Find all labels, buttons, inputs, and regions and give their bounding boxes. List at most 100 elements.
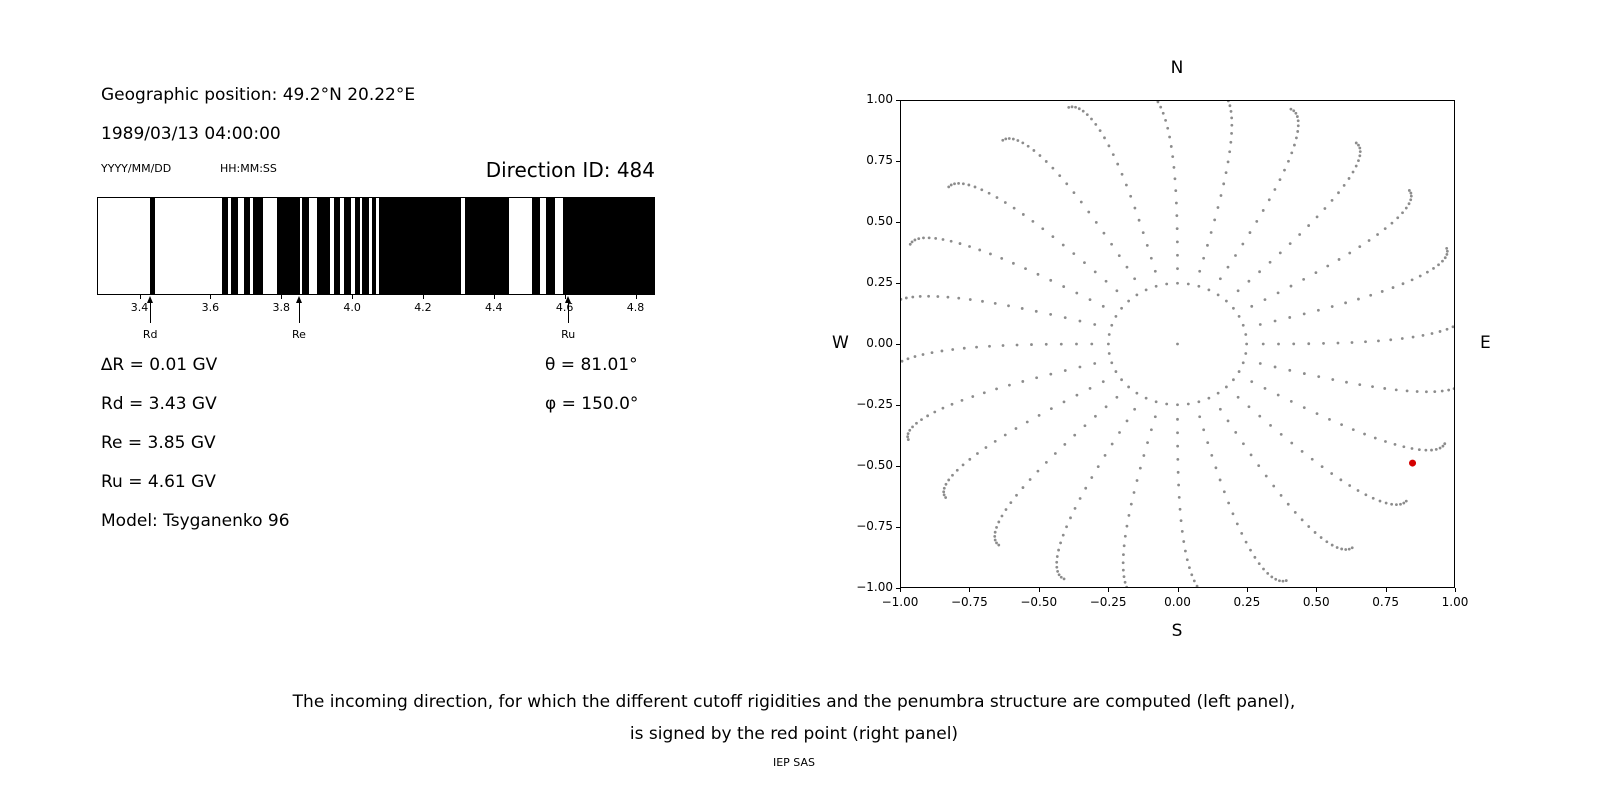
direction-grid-dot <box>1207 288 1211 292</box>
direction-grid-dot <box>1245 342 1249 346</box>
direction-grid-dot <box>1133 277 1137 281</box>
direction-grid-dot <box>1295 136 1298 140</box>
direction-grid-dot <box>997 520 1001 524</box>
direction-grid-dot <box>1222 490 1226 494</box>
direction-grid-dot <box>1185 558 1189 562</box>
direction-grid-dot <box>951 473 954 477</box>
dirplot-xtick-label: 0.75 <box>1372 595 1399 609</box>
direction-grid-dot <box>1197 284 1201 288</box>
direction-grid-dot <box>1074 105 1077 109</box>
direction-grid-dot <box>1287 159 1290 163</box>
direction-grid-dot <box>957 181 960 185</box>
penumbra-tick <box>635 295 637 299</box>
direction-grid-dot <box>1125 419 1129 423</box>
direction-grid-dot <box>1065 182 1069 186</box>
cutoff-marker-label: Rd <box>142 328 158 341</box>
direction-grid-dot <box>1175 240 1179 244</box>
direction-grid-dot <box>1273 188 1277 191</box>
direction-grid-dot <box>1241 361 1245 365</box>
direction-grid-dot <box>1214 466 1218 470</box>
direction-grid-dot <box>1049 407 1053 411</box>
dirplot-ytick-label: −0.25 <box>856 397 893 411</box>
direction-grid-dot <box>913 238 917 242</box>
compass-south-label: S <box>1171 621 1183 641</box>
direction-grid-dot <box>920 418 923 421</box>
direction-grid-dot <box>1121 568 1125 572</box>
direction-grid-dot <box>1176 267 1179 271</box>
direction-grid-dot <box>1229 140 1233 144</box>
direction-grid-dot <box>1078 319 1082 323</box>
direction-grid-dot <box>1210 453 1214 457</box>
direction-grid-dot <box>1383 387 1387 390</box>
direction-grid-dot <box>911 295 915 299</box>
direction-grid-dot <box>1300 518 1304 522</box>
direction-grid-dot <box>942 486 946 490</box>
direction-grid-dot <box>1063 443 1067 446</box>
direction-grid-dot <box>1292 342 1296 346</box>
direction-grid-dot <box>1284 579 1288 582</box>
direction-grid-dot <box>1110 361 1114 365</box>
date-format-label: YYYY/MM/DD <box>101 162 172 175</box>
direction-grid-dot <box>1278 251 1282 255</box>
direction-grid-dot <box>1279 432 1283 436</box>
direction-grid-dot <box>1317 375 1321 379</box>
direction-grid-dot <box>1014 427 1018 430</box>
direction-grid-dot <box>1115 289 1119 293</box>
direction-grid-dot <box>1129 194 1133 198</box>
dirplot-ytick-label: −1.00 <box>856 580 893 594</box>
direction-grid-dot <box>1075 342 1078 346</box>
dirplot-xtick <box>900 588 901 592</box>
direction-grid-dot <box>1182 540 1186 543</box>
direction-grid-dot <box>1441 259 1444 263</box>
direction-grid-dot <box>975 345 978 349</box>
direction-grid-dot <box>1451 325 1454 329</box>
penumbra-tick <box>139 295 141 299</box>
direction-grid-dot <box>947 478 951 482</box>
direction-grid-dot <box>1250 304 1254 308</box>
penumbra-forbidden-band <box>252 198 263 294</box>
cutoff-marker-arrow <box>147 296 154 323</box>
direction-grid-dot <box>1378 499 1382 503</box>
direction-grid-dot <box>1384 501 1388 505</box>
direction-grid-dot <box>1132 491 1136 494</box>
direction-grid-dot <box>1276 291 1280 295</box>
direction-grid-dot <box>1300 449 1304 453</box>
direction-grid-dot <box>1161 111 1165 115</box>
direction-grid-dot <box>1138 466 1142 470</box>
direction-grid-dot <box>915 421 918 425</box>
credit-label: IEP SAS <box>772 756 816 769</box>
penumbra-forbidden-band <box>378 198 461 294</box>
penumbra-tick-label: 3.8 <box>272 301 290 314</box>
direction-grid-dot <box>1290 151 1294 155</box>
direction-grid-dot <box>1062 285 1066 288</box>
direction-grid-dot <box>1106 342 1110 346</box>
direction-grid-dot <box>1358 150 1362 153</box>
direction-grid-dot <box>1394 388 1398 392</box>
direction-grid-dot <box>1072 191 1076 195</box>
direction-grid-dot <box>1227 501 1231 505</box>
direction-grid-dot <box>1410 278 1414 282</box>
geographic-position: Geographic position: 49.2°N 20.22°E <box>101 85 416 105</box>
direction-grid-dot <box>1424 448 1428 452</box>
direction-grid-dot <box>1330 543 1334 547</box>
direction-grid-dot <box>1174 201 1178 205</box>
direction-grid-dot <box>987 191 991 195</box>
direction-grid-dot <box>1049 313 1053 316</box>
ru-value: Ru = 4.61 GV <box>101 472 216 492</box>
direction-grid-dot <box>1011 137 1015 141</box>
direction-grid-dot <box>1230 116 1234 120</box>
direction-grid-dot <box>1154 400 1158 404</box>
direction-grid-dot <box>1262 567 1265 571</box>
direction-grid-dot <box>1307 224 1311 227</box>
direction-grid-dot <box>1137 218 1141 222</box>
direction-grid-dot <box>1177 483 1181 487</box>
direction-grid-dot <box>1229 109 1233 113</box>
phi-value: φ = 150.0° <box>545 394 639 414</box>
direction-grid-dot <box>1135 293 1139 297</box>
direction-grid-dot <box>1339 478 1343 482</box>
direction-grid-dot <box>1402 501 1406 505</box>
direction-grid-dot <box>1425 390 1428 394</box>
direction-grid-dot <box>1078 497 1082 500</box>
direction-grid-dot <box>1399 502 1402 506</box>
direction-grid-dot <box>1232 306 1235 310</box>
